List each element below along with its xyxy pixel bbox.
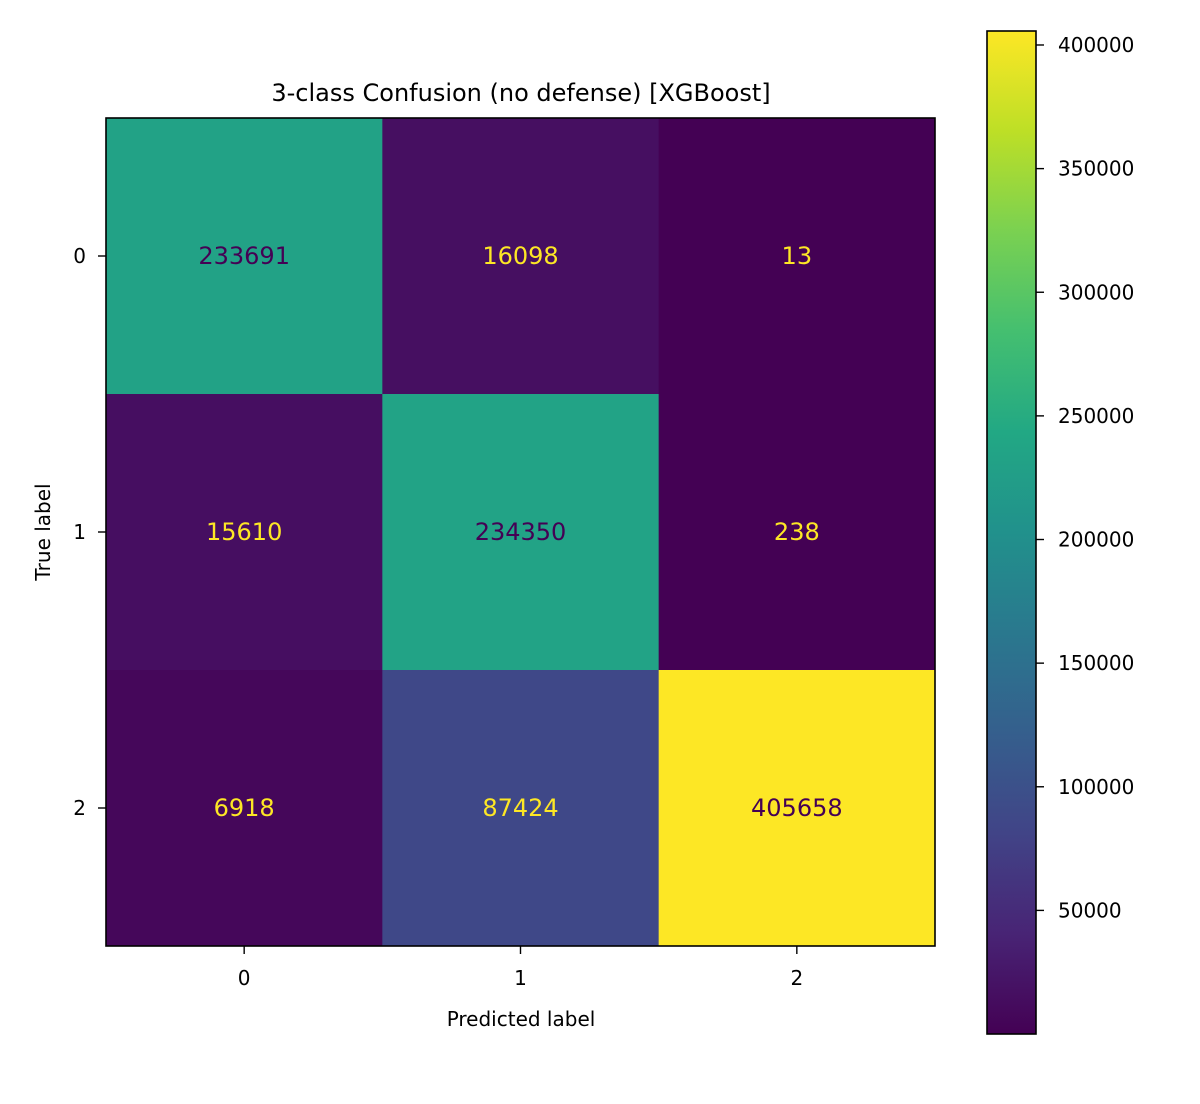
colorbar-tick-label-5: 300000 xyxy=(1058,280,1134,304)
matrix-cell-0-2 xyxy=(658,118,936,395)
colorbar-tick-label-6: 350000 xyxy=(1058,157,1134,181)
y-axis-ticks: 0 1 2 xyxy=(73,244,106,820)
matrix-cells xyxy=(106,118,936,947)
cell-value-1-2: 238 xyxy=(774,518,820,546)
colorbar-tick-label-3: 200000 xyxy=(1058,528,1134,552)
colorbar-tick-label-7: 400000 xyxy=(1058,33,1134,57)
colorbar xyxy=(986,30,1037,1035)
matrix-cell-1-2 xyxy=(658,394,936,671)
matrix-cell-0-1 xyxy=(382,118,660,395)
matrix-cell-2-1 xyxy=(382,670,660,947)
cell-value-0-0: 233691 xyxy=(198,242,290,270)
matrix-cell-1-0 xyxy=(106,394,383,671)
y-axis-label: True label xyxy=(31,483,55,581)
cell-value-1-0: 15610 xyxy=(206,518,282,546)
x-axis-label: Predicted label xyxy=(447,1007,596,1031)
matrix-cell-1-1 xyxy=(382,394,660,671)
x-tick-label-0: 0 xyxy=(238,966,251,990)
cell-value-labels: 233691 16098 13 15610 234350 238 6918 87424 4056… xyxy=(198,242,842,822)
colorbar-tick-label-4: 250000 xyxy=(1058,404,1134,428)
y-tick-label-1: 1 xyxy=(73,520,86,544)
colorbar-tick-label-0: 50000 xyxy=(1058,898,1122,922)
x-axis-ticks: 0 1 2 xyxy=(238,946,803,990)
colorbar-tick-label-1: 100000 xyxy=(1058,775,1134,799)
matrix-cell-2-0 xyxy=(106,670,383,947)
y-tick-label-0: 0 xyxy=(73,244,86,268)
cell-value-2-2: 405658 xyxy=(751,794,843,822)
matrix-cell-2-2 xyxy=(658,670,936,947)
cell-value-0-2: 13 xyxy=(782,242,813,270)
cell-value-1-1: 234350 xyxy=(475,518,567,546)
cell-value-0-1: 16098 xyxy=(482,242,558,270)
x-tick-label-1: 1 xyxy=(514,966,527,990)
x-tick-label-2: 2 xyxy=(790,966,803,990)
colorbar-ticks: 50000 100000 150000 200000 250000 300000 35000… xyxy=(1036,33,1134,922)
colorbar-tick-label-2: 150000 xyxy=(1058,651,1134,675)
matrix-cell-0-0 xyxy=(106,118,383,395)
y-tick-label-2: 2 xyxy=(73,796,86,820)
cell-value-2-0: 6918 xyxy=(214,794,275,822)
chart-title: 3-class Confusion (no defense) [XGBoost] xyxy=(271,79,770,107)
cell-value-2-1: 87424 xyxy=(482,794,558,822)
